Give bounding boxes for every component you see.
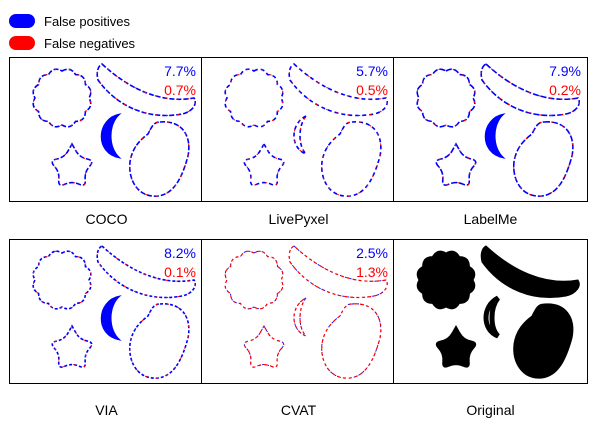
error-map-coco [32, 63, 197, 197]
false-negative-outline [129, 121, 190, 197]
false-positives-label: False positives [44, 13, 130, 29]
shape-bean [513, 303, 574, 379]
false-negative-outline [293, 115, 307, 155]
false-positive-outline [293, 297, 307, 337]
false-negative-rate: 1.3% [356, 264, 388, 280]
false-positive-outline [224, 68, 284, 128]
false-positive-outline [224, 250, 284, 310]
false-negative-outline [129, 303, 190, 379]
false-negative-outline [96, 63, 196, 116]
false-positive-region [484, 113, 506, 159]
false-positive-region [100, 295, 122, 341]
false-negative-outline [435, 142, 477, 186]
legend: False positives False negatives [9, 10, 135, 54]
error-map-cvat [224, 245, 388, 379]
shape-star [435, 324, 477, 368]
panel-coco: 7.7% 0.7% [9, 57, 203, 202]
shape-crescent [483, 295, 501, 339]
false-positive-outline [243, 142, 285, 186]
false-negative-outline [288, 63, 388, 116]
false-positive-outline [293, 115, 307, 155]
legend-item-false-positives: False positives [9, 10, 135, 32]
false-positive-outline [51, 324, 93, 368]
false-positive-region [100, 113, 122, 159]
false-negative-outline [32, 250, 92, 310]
false-positive-outline [243, 325, 285, 368]
false-positive-outline [416, 68, 476, 128]
false-positive-rate: 2.5% [356, 245, 388, 261]
shape-banana [480, 245, 580, 298]
false-negative-outline [513, 121, 574, 197]
false-negative-outline [224, 250, 284, 310]
false-negative-outline [32, 68, 92, 128]
panel-original [393, 239, 588, 384]
false-positive-outline [51, 142, 93, 186]
false-negative-rate: 0.2% [549, 82, 581, 98]
panel-label-via: VIA [95, 402, 118, 418]
panel-labelme: 7.9% 0.2% [393, 57, 588, 202]
panel-label-original: Original [466, 402, 515, 418]
false-negative-rate: 0.5% [356, 82, 388, 98]
error-map-via [32, 245, 197, 379]
false-negatives-label: False negatives [44, 35, 136, 51]
false-positive-outline [321, 303, 382, 379]
false-negative-outline [243, 324, 285, 368]
panel-label-cvat: CVAT [280, 402, 317, 418]
false-positive-outline [32, 68, 92, 128]
panel-label-labelme: LabelMe [463, 211, 518, 227]
panel-livepyxel: 5.7% 0.5% [201, 57, 395, 202]
false-positive-outline [321, 121, 382, 197]
false-negative-outline [480, 63, 580, 116]
panel-cvat: 2.5% 1.3% [201, 239, 395, 384]
false-negative-outline [224, 68, 284, 128]
false-negative-outline [51, 142, 93, 186]
false-positive-outline [513, 121, 574, 197]
panel-label-coco: COCO [85, 211, 128, 227]
false-negative-outline [96, 245, 196, 298]
false-positive-outline [129, 121, 190, 197]
false-positive-outline [96, 63, 197, 117]
false-positive-rate: 8.2% [164, 245, 196, 261]
panel-label-livepyxel: LivePyxel [268, 211, 329, 227]
false-negative-outline [243, 142, 285, 186]
false-negative-outline [416, 68, 476, 128]
false-positive-outline [32, 250, 92, 310]
false-negatives-swatch [9, 36, 35, 50]
false-positives-swatch [9, 14, 35, 28]
original-mask [416, 245, 580, 379]
error-map-labelme [416, 63, 581, 197]
false-negative-outline [321, 121, 382, 197]
false-negative-outline [51, 324, 93, 368]
false-positive-outline [288, 63, 389, 117]
false-positive-outline [435, 142, 477, 186]
false-negative-rate: 0.7% [164, 82, 196, 98]
false-positive-rate: 7.9% [549, 63, 581, 79]
false-negative-outline [293, 297, 307, 337]
false-positive-outline [480, 63, 581, 117]
false-positive-rate: 5.7% [356, 63, 388, 79]
legend-item-false-negatives: False negatives [9, 32, 135, 54]
false-negative-outline [288, 245, 388, 299]
false-positive-rate: 7.7% [164, 63, 196, 79]
false-negative-outline [321, 303, 382, 379]
error-map-livepyxel [224, 63, 389, 197]
false-positive-outline [129, 303, 190, 379]
shape-blob [416, 250, 476, 310]
false-negative-rate: 0.1% [164, 264, 196, 280]
panel-via: 8.2% 0.1% [9, 239, 203, 384]
